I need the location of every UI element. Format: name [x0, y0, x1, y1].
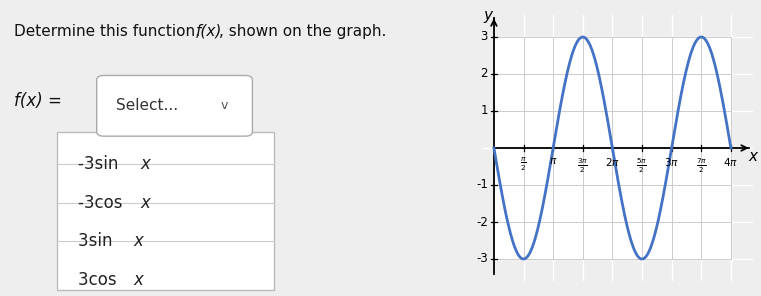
Text: x: x [140, 194, 150, 212]
Text: 3sin: 3sin [78, 232, 118, 250]
Text: 3cos: 3cos [78, 271, 122, 289]
Text: $\frac{3\pi}{2}$: $\frac{3\pi}{2}$ [578, 156, 588, 175]
Text: -3: -3 [476, 252, 488, 266]
Text: $\frac{\pi}{2}$: $\frac{\pi}{2}$ [521, 156, 527, 173]
Text: $\pi$: $\pi$ [549, 156, 557, 166]
Text: -2: -2 [476, 215, 488, 229]
Text: y: y [483, 8, 492, 23]
Text: $2\pi$: $2\pi$ [605, 156, 620, 168]
Text: x: x [133, 271, 143, 289]
Text: x: x [748, 149, 757, 164]
FancyBboxPatch shape [97, 75, 253, 136]
Text: f(x): f(x) [196, 24, 222, 39]
Text: Determine this function,: Determine this function, [14, 24, 205, 39]
Text: v: v [221, 99, 228, 112]
Text: 2: 2 [480, 67, 488, 81]
Text: Select...: Select... [116, 98, 178, 113]
Text: 3: 3 [481, 30, 488, 44]
Text: $4\pi$: $4\pi$ [724, 156, 738, 168]
Text: , shown on the graph.: , shown on the graph. [219, 24, 387, 39]
Text: 1: 1 [480, 104, 488, 118]
Bar [494, 37, 731, 259]
FancyBboxPatch shape [56, 132, 274, 290]
Text: -1: -1 [476, 178, 488, 192]
Text: f(x) =: f(x) = [14, 92, 62, 110]
Text: $\frac{7\pi}{2}$: $\frac{7\pi}{2}$ [696, 156, 707, 175]
Text: x: x [140, 155, 150, 173]
Text: -3sin: -3sin [78, 155, 123, 173]
Text: x: x [133, 232, 143, 250]
Text: $3\pi$: $3\pi$ [664, 156, 679, 168]
Text: $\frac{5\pi}{2}$: $\frac{5\pi}{2}$ [636, 156, 648, 175]
Text: -3cos: -3cos [78, 194, 128, 212]
